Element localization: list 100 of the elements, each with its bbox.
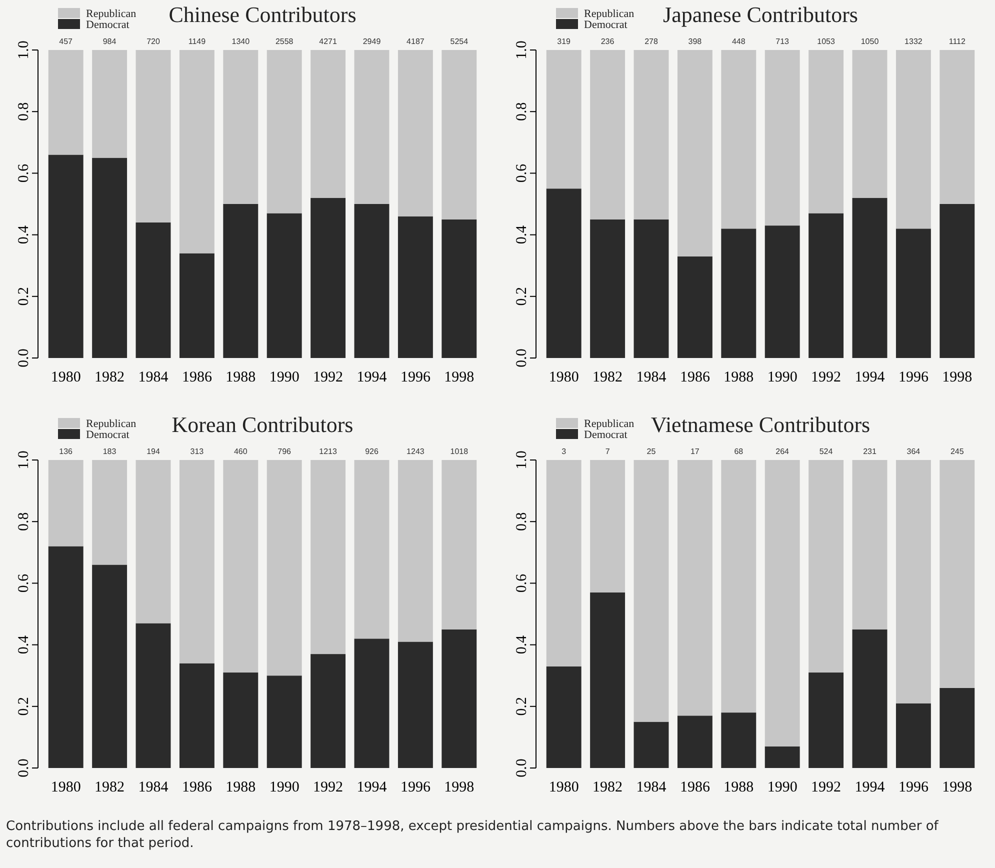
bar <box>398 216 433 358</box>
y-tick-label: 0.0 <box>514 348 530 368</box>
x-tick-label: 1992 <box>313 780 344 796</box>
y-tick-label: 0.4 <box>16 224 32 244</box>
bar <box>546 460 582 666</box>
bar <box>546 188 582 358</box>
bar <box>546 666 582 768</box>
annotation: 524 <box>819 447 834 456</box>
bar <box>48 546 84 768</box>
bar <box>136 623 171 768</box>
x-tick-label: 1988 <box>226 370 256 386</box>
x-tick-label: 1988 <box>226 780 256 796</box>
x-tick-label: 1986 <box>182 780 212 796</box>
x-tick-label: 1992 <box>811 370 842 386</box>
annotation: 448 <box>732 37 746 46</box>
x-tick-label: 1994 <box>854 780 886 796</box>
annotation: 4271 <box>319 37 338 46</box>
bar <box>940 460 975 688</box>
bar <box>852 50 888 198</box>
y-tick-label: 1.0 <box>514 450 530 470</box>
bar <box>223 672 258 768</box>
annotation: 926 <box>365 447 379 456</box>
bar <box>808 460 844 673</box>
legend-label: Democrat <box>584 429 628 441</box>
bar <box>179 663 214 768</box>
annotation: 1053 <box>817 37 836 46</box>
annotation: 1213 <box>319 447 338 456</box>
annotation: 5254 <box>450 37 469 46</box>
y-tick-label: 0.0 <box>16 758 32 778</box>
annotation: 398 <box>688 37 702 46</box>
bar <box>442 460 477 630</box>
annotation: 183 <box>102 447 117 456</box>
legend-label: Democrat <box>86 429 130 441</box>
annotation: 720 <box>146 37 160 46</box>
bar <box>634 219 669 358</box>
bar <box>92 564 128 768</box>
legend-label: Republican <box>86 418 137 430</box>
y-tick-label: 0.4 <box>16 634 32 654</box>
annotation: 3 <box>562 447 567 456</box>
bar <box>48 50 84 155</box>
bar <box>808 50 844 214</box>
bar <box>266 460 302 676</box>
annotation: 1340 <box>232 37 250 46</box>
x-tick-label: 1990 <box>767 780 798 796</box>
bar <box>808 672 844 768</box>
bar <box>764 460 800 746</box>
bar <box>852 629 888 768</box>
annotation: 264 <box>776 447 790 456</box>
bar <box>677 50 712 256</box>
x-tick-label: 1980 <box>548 370 579 386</box>
legend-label: Republican <box>86 8 137 20</box>
bar <box>223 204 258 358</box>
bar <box>442 50 477 220</box>
x-tick-label: 1986 <box>182 370 212 386</box>
y-tick-label: 0.2 <box>16 287 32 306</box>
annotation: 319 <box>557 37 572 46</box>
bar <box>721 460 756 713</box>
bar <box>590 460 626 592</box>
y-tick-label: 0.4 <box>514 634 530 654</box>
bar <box>398 50 433 216</box>
x-tick-label: 1984 <box>138 370 169 386</box>
bar <box>546 50 582 189</box>
bar <box>310 198 346 358</box>
x-tick-label: 1998 <box>942 780 972 796</box>
x-tick-label: 1994 <box>356 370 388 386</box>
annotation: 1332 <box>904 37 923 46</box>
bar <box>896 460 931 704</box>
annotation: 2558 <box>275 37 294 46</box>
annotation: 17 <box>690 447 700 456</box>
annotation: 460 <box>234 447 248 456</box>
y-tick-label: 1.0 <box>514 40 530 60</box>
annotation: 1112 <box>948 37 966 46</box>
x-tick-label: 1992 <box>313 370 344 386</box>
x-tick-label: 1996 <box>898 780 929 796</box>
x-tick-label: 1996 <box>400 370 431 386</box>
y-tick-label: 0.2 <box>514 697 530 716</box>
bar <box>721 50 756 229</box>
annotation: 713 <box>776 37 790 46</box>
bar <box>442 219 477 358</box>
chart-title: Chinese Contributors <box>168 2 356 27</box>
legend-label: Republican <box>584 8 635 20</box>
y-tick-label: 1.0 <box>16 40 32 60</box>
annotation: 236 <box>600 37 615 46</box>
bar <box>136 460 171 624</box>
bar <box>136 50 171 222</box>
bar <box>398 642 433 768</box>
x-tick-label: 1988 <box>724 370 754 386</box>
bar <box>677 460 712 716</box>
x-tick-label: 1982 <box>592 780 623 796</box>
bar <box>590 50 626 220</box>
bar <box>896 228 931 358</box>
bar <box>310 50 346 198</box>
bar <box>852 198 888 358</box>
x-tick-label: 1982 <box>94 780 125 796</box>
bar <box>398 460 433 642</box>
x-tick-label: 1980 <box>50 370 81 386</box>
annotation: 313 <box>190 447 204 456</box>
bar <box>136 222 171 358</box>
bar <box>896 703 931 768</box>
y-tick-label: 0.8 <box>16 102 32 121</box>
